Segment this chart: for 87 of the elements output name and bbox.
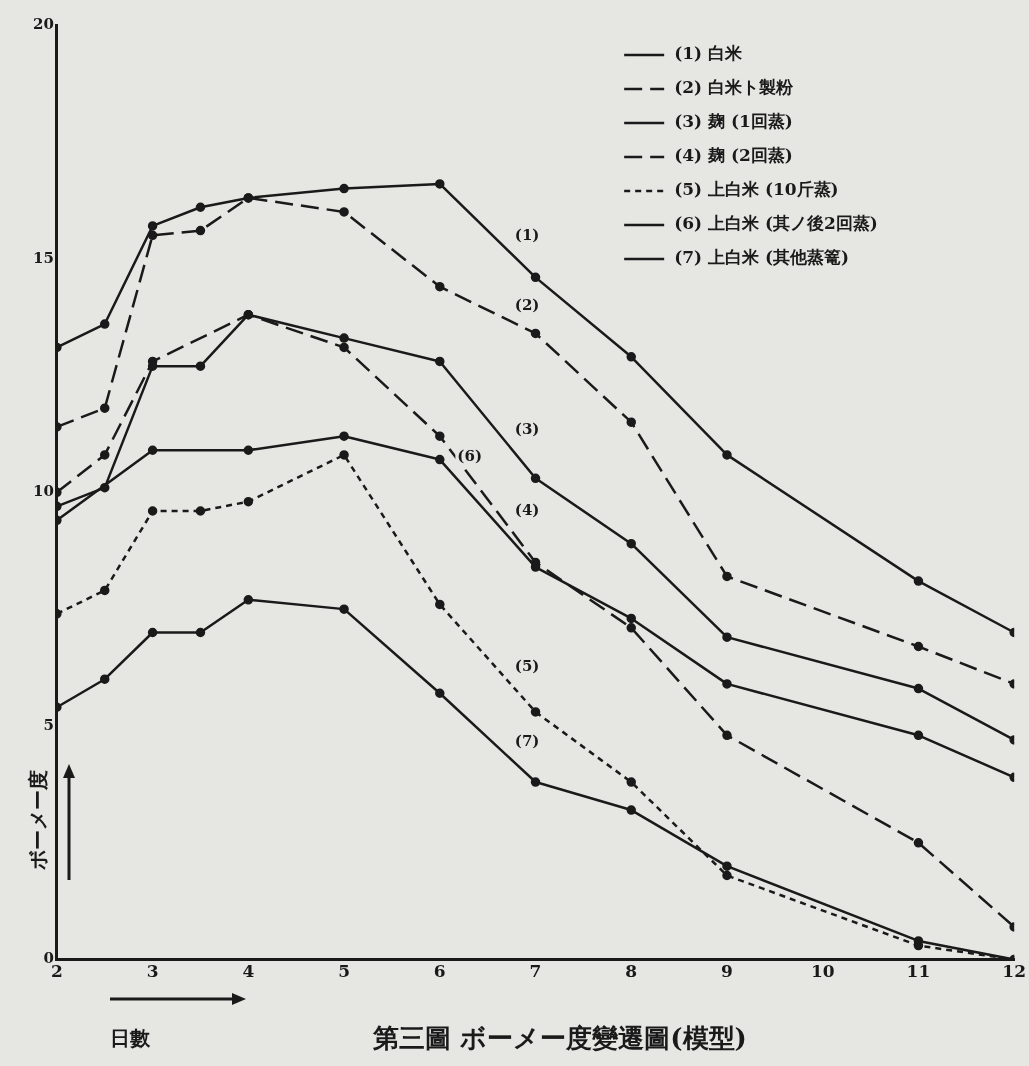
y-tick-label: 5 [43,715,54,734]
point [435,356,445,367]
y-tick-label: 20 [33,14,54,33]
point [626,538,636,549]
point [435,599,445,610]
point [722,861,732,871]
point [722,870,732,881]
point [435,688,445,698]
point [626,805,636,815]
point [626,417,636,427]
legend-label: (6) 上白米 (其ノ後2回蒸) [674,213,878,234]
point [722,679,732,689]
point [626,623,636,633]
y-tick-label: 15 [33,248,54,267]
legend-label: (1) 白米 [674,43,744,64]
point [99,450,110,460]
annotation: (2) [514,296,540,315]
point [339,333,349,343]
point [626,613,636,624]
annotation: (1) [514,226,540,245]
annotation: (7) [514,732,540,751]
point [913,838,924,848]
point [339,431,349,441]
point [243,595,254,605]
point [339,207,349,217]
point [195,361,206,371]
point [435,431,445,441]
point [435,179,445,189]
point [195,225,206,236]
x-tick-label: 5 [338,961,350,982]
point [195,506,206,516]
annotation: (4) [514,501,540,520]
point [99,585,110,596]
legend-label: (3) 麹 (1回蒸) [674,111,793,132]
point [339,183,349,194]
point [913,576,924,586]
point [530,707,541,717]
annotation: (3) [514,420,540,439]
legend-label: (2) 白米ト製粉 [674,77,795,98]
point [530,272,541,283]
point [722,730,732,741]
point [195,202,206,212]
point [339,604,349,614]
point [99,403,110,413]
legend-label: (5) 上白米 (10斤蒸) [674,179,839,200]
x-tick-label: 7 [529,961,542,982]
annotation: (6) [457,447,483,466]
point [339,342,349,353]
point [435,281,445,292]
x-tick-label: 3 [146,961,159,982]
x-tick-label: 10 [810,961,835,982]
x-tick-label: 12 [1002,961,1027,982]
point [339,450,349,460]
point [243,496,254,507]
point [147,445,158,455]
y-axis-title: ボーメー度 [26,770,51,871]
x-tick-label: 4 [242,961,255,982]
text: 第三圖 ボーメー度變遷圖(模型) [372,1022,747,1053]
x-axis-title: 日數 [110,1026,151,1051]
point [243,445,254,455]
point [99,674,110,684]
x-tick-label: 8 [625,961,638,982]
x-tick-label: 11 [906,961,931,982]
point [626,352,636,362]
point [913,730,924,741]
x-tick-label: 9 [721,961,733,982]
x-tick-label: 6 [433,961,446,982]
point [147,221,158,231]
point [99,319,110,329]
point [722,450,732,460]
point [147,506,158,516]
point [530,777,541,787]
point [99,482,110,493]
y-tick-label: 10 [33,482,54,501]
point [913,683,924,694]
point [147,627,158,638]
legend-label: (7) 上白米 (其他蒸篭) [674,247,850,268]
point [435,454,445,465]
point [626,777,636,787]
point [530,473,541,484]
point [722,632,732,642]
point [530,328,541,339]
point [722,571,732,582]
annotation: (5) [514,656,540,675]
legend-label: (4) 麹 (2回蒸) [674,145,793,166]
point [913,641,924,652]
point [195,627,206,638]
